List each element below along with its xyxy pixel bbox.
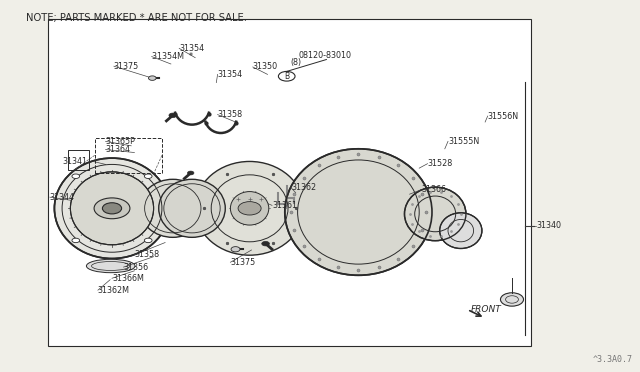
Text: FRONT: FRONT — [470, 305, 501, 314]
Ellipse shape — [86, 259, 135, 273]
Text: 31361: 31361 — [272, 201, 297, 210]
Text: 31556N: 31556N — [488, 112, 519, 121]
Circle shape — [262, 241, 269, 246]
Text: ^3.3A0.7: ^3.3A0.7 — [593, 355, 632, 364]
Text: 31362: 31362 — [291, 183, 316, 192]
Text: 31354: 31354 — [179, 44, 204, 53]
Text: 31354M  *: 31354M * — [152, 52, 193, 61]
Text: NOTE; PARTS MARKED * ARE NOT FOR SALE.: NOTE; PARTS MARKED * ARE NOT FOR SALE. — [26, 13, 246, 23]
Circle shape — [145, 174, 152, 179]
Ellipse shape — [230, 192, 269, 225]
Circle shape — [148, 76, 156, 80]
Circle shape — [145, 238, 152, 243]
Text: 31555N: 31555N — [448, 137, 479, 146]
Ellipse shape — [54, 158, 170, 259]
Circle shape — [238, 202, 261, 215]
Ellipse shape — [404, 187, 466, 241]
Ellipse shape — [140, 179, 206, 237]
Text: 31375: 31375 — [114, 62, 139, 71]
Circle shape — [188, 171, 194, 175]
Text: 31344: 31344 — [50, 193, 75, 202]
Text: 31340: 31340 — [536, 221, 561, 230]
Text: 31366: 31366 — [421, 185, 446, 194]
Circle shape — [500, 293, 524, 306]
Text: 31358: 31358 — [134, 250, 159, 259]
Text: 31358: 31358 — [218, 110, 243, 119]
Ellipse shape — [159, 179, 225, 237]
Circle shape — [102, 203, 122, 214]
Circle shape — [72, 238, 79, 243]
Ellipse shape — [285, 149, 432, 275]
Text: 31375: 31375 — [230, 258, 255, 267]
Text: 31364: 31364 — [106, 145, 131, 154]
Bar — [68, 150, 89, 170]
Text: (8): (8) — [290, 58, 301, 67]
Text: 31362M: 31362M — [98, 286, 130, 295]
Bar — [48, 19, 531, 346]
Text: 31354: 31354 — [218, 70, 243, 79]
Text: 31365P: 31365P — [106, 137, 136, 146]
Ellipse shape — [195, 161, 304, 255]
Circle shape — [169, 113, 177, 118]
Ellipse shape — [70, 172, 154, 245]
Text: 31350: 31350 — [253, 62, 278, 71]
Text: 31341: 31341 — [63, 157, 88, 166]
Text: 31356: 31356 — [124, 263, 148, 272]
Text: B: B — [284, 72, 289, 81]
Ellipse shape — [440, 213, 482, 248]
Text: 08120-83010: 08120-83010 — [299, 51, 352, 60]
Text: 31528: 31528 — [428, 159, 452, 168]
Circle shape — [72, 174, 79, 179]
Circle shape — [231, 247, 240, 252]
Text: 31366M: 31366M — [112, 274, 144, 283]
Bar — [95, 138, 162, 173]
Circle shape — [94, 198, 130, 219]
